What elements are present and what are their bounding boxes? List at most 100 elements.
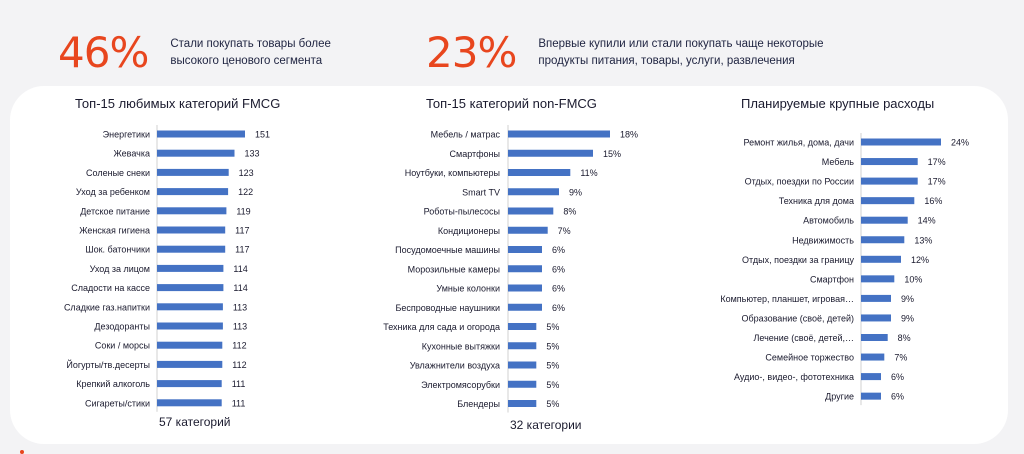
chart-1-category-label: Сладости на кассе (71, 283, 150, 293)
chart-1-value-label: 111 (232, 379, 246, 389)
chart-1-bar (157, 341, 223, 349)
chart-1-category-label: Йогурты/тв.десерты (66, 359, 150, 370)
chart-2-value-label: 7% (558, 226, 571, 236)
chart-1-category-label: Детское питание (80, 206, 150, 216)
chart-1-category-label: Сладкие газ.напитки (64, 302, 150, 312)
chart-2-bar (508, 169, 571, 176)
stat-description-2: Впервые купили или стали покупать чаще н… (538, 36, 823, 70)
chart-3-category-label: Семейное торжество (765, 353, 854, 363)
chart-2-category-label: Умные колонки (436, 284, 500, 294)
chart-1-category-label: Энергетики (103, 130, 150, 140)
stat-description-2-line2: продукты питания, товары, услуги, развле… (538, 54, 795, 67)
chart-2-footer: 32 категории (510, 418, 582, 432)
chart-2-value-label: 11% (580, 168, 597, 178)
chart-1-title: Топ-15 любимых категорий FMCG (75, 96, 281, 111)
chart-3-value-label: 6% (891, 372, 904, 382)
chart-3-value-label: 9% (901, 313, 914, 323)
chart-2-category-label: Смартфоны (450, 149, 500, 159)
chart-3-category-label: Смартфон (810, 274, 854, 284)
chart-1-value-label: 117 (235, 226, 249, 236)
chart-3-bar (861, 275, 895, 283)
chart-1-category-label: Женская гигиена (79, 226, 150, 236)
chart-3-value-label: 9% (901, 294, 914, 304)
chart-1-bar (157, 284, 224, 292)
stat-block-2: 23% Впервые купили или стали покупать ча… (426, 28, 824, 77)
chart-3-category-label: Другие (825, 392, 854, 402)
chart-3-value-label: 17% (928, 177, 946, 187)
chart-1-footer: 57 категорий (159, 415, 231, 429)
chart-3-category-label: Мебель (822, 157, 855, 167)
chart-2-title: Топ-15 категорий non-FMCG (426, 96, 597, 111)
chart-3-category-label: Лечение (своё, детей,… (753, 333, 854, 343)
chart-3-bar (861, 197, 915, 205)
chart-2-value-label: 6% (552, 245, 565, 255)
chart-3-bar (861, 177, 918, 185)
chart-3-bar (861, 373, 881, 381)
chart-2-bar (508, 207, 554, 215)
chart-3-value-label: 24% (951, 138, 969, 148)
chart-2-value-label: 5% (546, 399, 559, 409)
chart-3-category-label: Ремонт жилья, дома, дачи (744, 138, 855, 148)
chart-1-category-label: Уход за лицом (90, 264, 150, 274)
chart-3-bar (861, 314, 891, 322)
chart-1-value-label: 122 (238, 187, 253, 197)
stat-value-1: 46% (58, 28, 149, 77)
stat-value-2: 23% (426, 28, 517, 77)
chart-3-category-label: Отдых, поездки за границу (742, 255, 854, 265)
stat-block-1: 46% Стали покупать товары более высокого… (58, 28, 331, 77)
chart-3-category-label: Отдых, поездки по России (745, 177, 854, 187)
chart-3-category-label: Компьютер, планшет, игровая… (720, 294, 854, 304)
chart-1-category-label: Сигареты/стики (85, 398, 150, 408)
chart-3-value-label: 14% (918, 216, 936, 226)
chart-3-title: Планируемые крупные расходы (741, 96, 935, 111)
chart-1-category-label: Жевачка (113, 149, 150, 159)
chart-2-category-label: Электромясорубки (421, 380, 500, 390)
chart-2-bar (508, 246, 542, 253)
chart-1-value-label: 133 (245, 149, 260, 159)
chart-1-value-label: 119 (236, 206, 250, 216)
chart-1-value-label: 117 (235, 245, 249, 255)
chart-1-value-label: 114 (233, 283, 247, 293)
chart-3-bar (861, 294, 891, 302)
chart-3-bar (861, 216, 908, 224)
chart-1-bar (157, 360, 223, 368)
chart-2-category-label: Ноутбуки, компьютеры (405, 168, 500, 178)
chart-2-bar (508, 361, 537, 369)
chart-2-category-label: Беспроводные наушники (395, 303, 500, 313)
stat-description-1-line1: Стали покупать товары более (170, 37, 331, 50)
chart-2-bar (508, 284, 542, 292)
chart-2-value-label: 18% (620, 130, 638, 140)
chart-3-category-label: Автомобиль (803, 216, 854, 226)
chart-2-value-label: 15% (603, 149, 621, 159)
chart-1-value-label: 112 (232, 360, 246, 370)
chart-3-value-label: 12% (911, 255, 929, 265)
chart-3-category-label: Образование (своё, детей) (742, 313, 854, 323)
chart-3-bar (861, 158, 918, 166)
chart-2-category-label: Кухонные вытяжки (422, 341, 500, 351)
chart-3-category-label: Недвижимость (792, 235, 854, 245)
chart-1-category-label: Дезодоранты (94, 322, 150, 332)
chart-3-value-label: 8% (898, 333, 911, 343)
chart-2-value-label: 6% (552, 264, 565, 274)
stat-description-1: Стали покупать товары более высокого цен… (170, 36, 331, 70)
chart-3-category-label: Аудио-, видео-, фототехника (734, 372, 854, 382)
chart-1-value-label: 123 (239, 168, 254, 178)
chart-1-value-label: 113 (233, 322, 247, 332)
chart-2-category-label: Smart TV (462, 187, 500, 197)
chart-2-value-label: 5% (546, 341, 559, 351)
chart-3-value-label: 13% (914, 235, 932, 245)
chart-3-value-label: 17% (928, 157, 946, 167)
stat-description-1-line2: высокого ценового сегмента (170, 54, 323, 67)
chart-3-bar (861, 334, 888, 341)
chart-2-category-label: Морозильные камеры (408, 264, 500, 274)
chart-2-category-label: Техника для сада и огорода (383, 322, 500, 332)
chart-2-category-label: Роботы-пылесосы (424, 207, 500, 217)
chart-2-value-label: 6% (552, 303, 565, 313)
chart-2-bar (508, 323, 537, 330)
chart-1-bar (157, 380, 222, 388)
chart-2-category-label: Блендеры (457, 399, 500, 409)
chart-1-bar (157, 168, 229, 176)
chart-1-category-label: Соленые снеки (86, 168, 150, 178)
chart-3-bar (861, 255, 901, 263)
